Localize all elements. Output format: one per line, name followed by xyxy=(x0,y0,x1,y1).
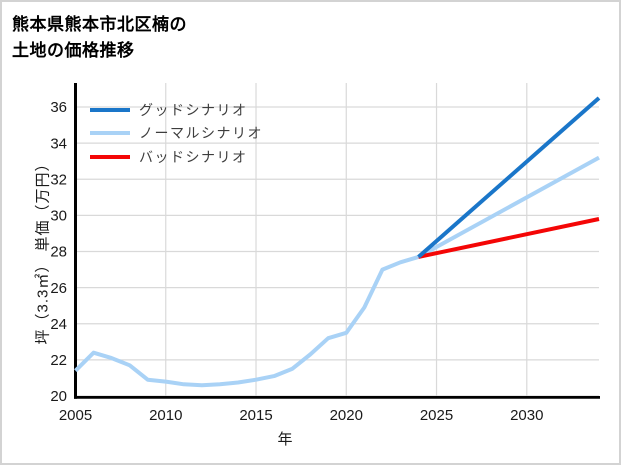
series-line-historical xyxy=(74,254,420,388)
legend-label-good: グッドシナリオ xyxy=(139,101,248,118)
x-axis-label: 年 xyxy=(277,431,293,448)
y-tick-label-30: 30 xyxy=(50,208,67,225)
x-tick-label-2005: 2005 xyxy=(59,407,92,424)
legend-swatch-normal xyxy=(90,131,130,136)
x-tick-label-2030: 2030 xyxy=(510,407,543,424)
y-tick-label-20: 20 xyxy=(50,388,67,405)
series-line-normal xyxy=(417,155,600,259)
y-tick-label-26: 26 xyxy=(50,280,67,297)
y-tick-label-28: 28 xyxy=(50,244,67,261)
y-tick-label-32: 32 xyxy=(50,171,67,188)
y-tick-label-22: 22 xyxy=(50,352,67,369)
x-tick-label-2020: 2020 xyxy=(330,407,363,424)
legend-item-bad: バッドシナリオ xyxy=(90,145,263,169)
legend-label-bad: バッドシナリオ xyxy=(139,148,248,165)
y-tick-label-24: 24 xyxy=(50,316,67,333)
y-axis-label: 坪（3.3㎡） 単価（万円） xyxy=(34,155,52,345)
legend: グッドシナリオ ノーマルシナリオ バッドシナリオ xyxy=(90,98,263,169)
legend-item-normal: ノーマルシナリオ xyxy=(90,122,263,146)
series-line-bad xyxy=(418,217,600,259)
y-tick-label-36: 36 xyxy=(50,99,67,116)
chart-title: 熊本県熊本市北区楠の 土地の価格推移 xyxy=(12,12,187,64)
y-tick-label-34: 34 xyxy=(50,135,67,152)
legend-item-good: グッドシナリオ xyxy=(90,98,263,122)
legend-swatch-bad xyxy=(90,154,130,159)
series-line-good xyxy=(417,96,601,259)
legend-label-normal: ノーマルシナリオ xyxy=(139,125,263,142)
chart-title-line-1: 熊本県熊本市北区楠の xyxy=(12,15,187,34)
x-tick-label-2015: 2015 xyxy=(239,407,272,424)
x-tick-label-2025: 2025 xyxy=(420,407,453,424)
chart-title-line-2: 土地の価格推移 xyxy=(12,41,135,60)
legend-swatch-good xyxy=(90,107,130,112)
x-tick-label-2010: 2010 xyxy=(149,407,182,424)
